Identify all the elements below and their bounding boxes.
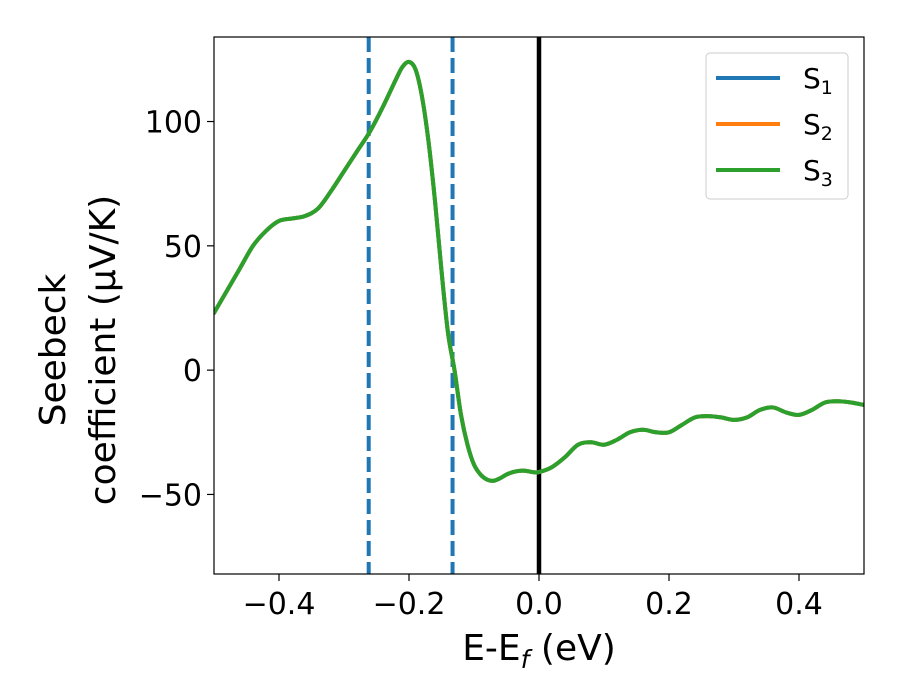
y-tick-label: −50 (139, 478, 202, 513)
y-tick-label: 0 (183, 354, 202, 389)
x-tick-label: −0.2 (373, 587, 446, 622)
legend: S1 S2 S3 (705, 52, 849, 200)
x-axis-title-main: E-E (462, 628, 520, 669)
x-tick-label: 0.0 (515, 587, 563, 622)
x-tick-label: 0.2 (645, 587, 693, 622)
legend-label-S1: S1 (803, 62, 833, 99)
x-axis-title: E-Ef (eV) (462, 628, 616, 674)
y-axis-title: Seebeck coefficient (μV/K) (33, 195, 124, 505)
y-axis-ticks: −50 0 50 100 (139, 106, 214, 513)
x-axis-ticks: −0.4 −0.2 0.0 0.2 0.4 (243, 574, 823, 622)
legend-label-S3: S3 (803, 154, 833, 191)
y-tick-label: 100 (145, 106, 202, 141)
x-tick-label: −0.4 (243, 587, 316, 622)
series-line-S3 (214, 59, 864, 483)
reference-lines (366, 37, 542, 574)
y-axis-title-line1: Seebeck (33, 273, 74, 426)
y-axis-title-line2: coefficient (μV/K) (83, 195, 124, 505)
x-tick-label: 0.4 (775, 587, 823, 622)
y-tick-label: 50 (164, 230, 202, 265)
x-axis-title-unit: (eV) (529, 628, 615, 669)
legend-label-S2: S2 (803, 108, 833, 145)
series-lines (214, 59, 864, 483)
